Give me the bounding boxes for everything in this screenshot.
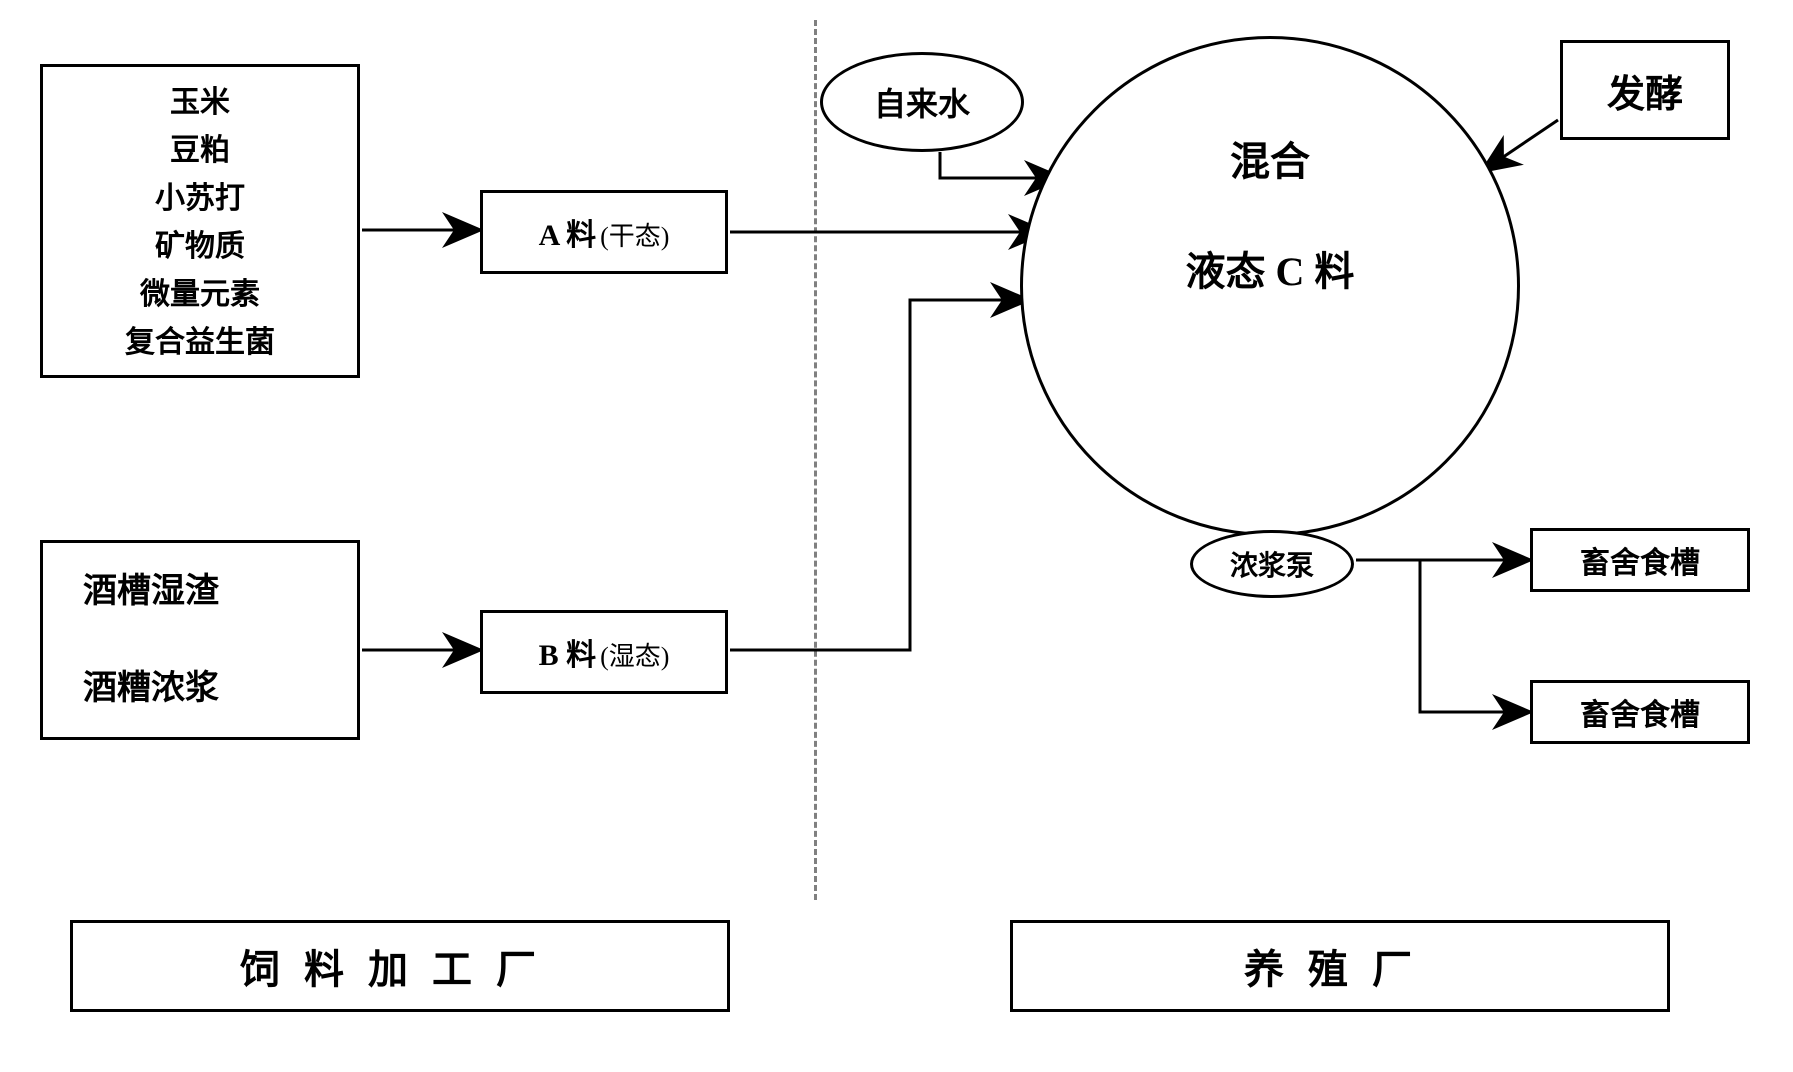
material-a-box: A 料 (干态) [480,190,728,274]
breed-factory-box: 养殖厂 [1010,920,1670,1012]
pump-ellipse: 浓浆泵 [1190,530,1354,598]
feed-factory-label: 饲料加工厂 [240,937,560,995]
material-b-sub: (湿态) [600,642,669,671]
mix-tank-circle: 混合 液态 C 料 [1020,36,1520,536]
water-ellipse: 自来水 [820,52,1024,152]
material-a-sub: (干态) [600,222,669,251]
ingredient-item: 小苏打 [155,175,245,223]
material-b-label: B 料 [539,639,597,672]
feed-factory-box: 饲料加工厂 [70,920,730,1012]
trough-label-1: 畜舍食槽 [1580,538,1700,582]
mix-label-2: 液态 C 料 [1023,239,1517,297]
ingredient-item: 矿物质 [155,223,245,271]
ingredient-item: 复合益生菌 [125,319,275,367]
trough-box-1: 畜舍食槽 [1530,528,1750,592]
material-a-label: A 料 [539,219,597,252]
wet-residue-box: 酒槽湿渣 酒糟浓浆 [40,540,360,740]
trough-box-2: 畜舍食槽 [1530,680,1750,744]
ingredient-item: 玉米 [170,79,230,127]
section-divider [814,20,817,900]
ingredient-item: 豆粕 [170,127,230,175]
pump-label: 浓浆泵 [1230,544,1314,584]
water-label: 自来水 [874,79,970,125]
wet-item: 酒槽湿渣 [83,558,219,626]
material-b-box: B 料 (湿态) [480,610,728,694]
ferment-label: 发酵 [1607,63,1683,118]
ingredient-item: 微量元素 [140,271,260,319]
ferment-box: 发酵 [1560,40,1730,140]
trough-label-2: 畜舍食槽 [1580,690,1700,734]
breed-factory-label: 养殖厂 [1244,937,1436,995]
mix-label-1: 混合 [1023,129,1517,187]
wet-item: 酒糟浓浆 [83,655,219,723]
ingredients-box: 玉米 豆粕 小苏打 矿物质 微量元素 复合益生菌 [40,64,360,378]
